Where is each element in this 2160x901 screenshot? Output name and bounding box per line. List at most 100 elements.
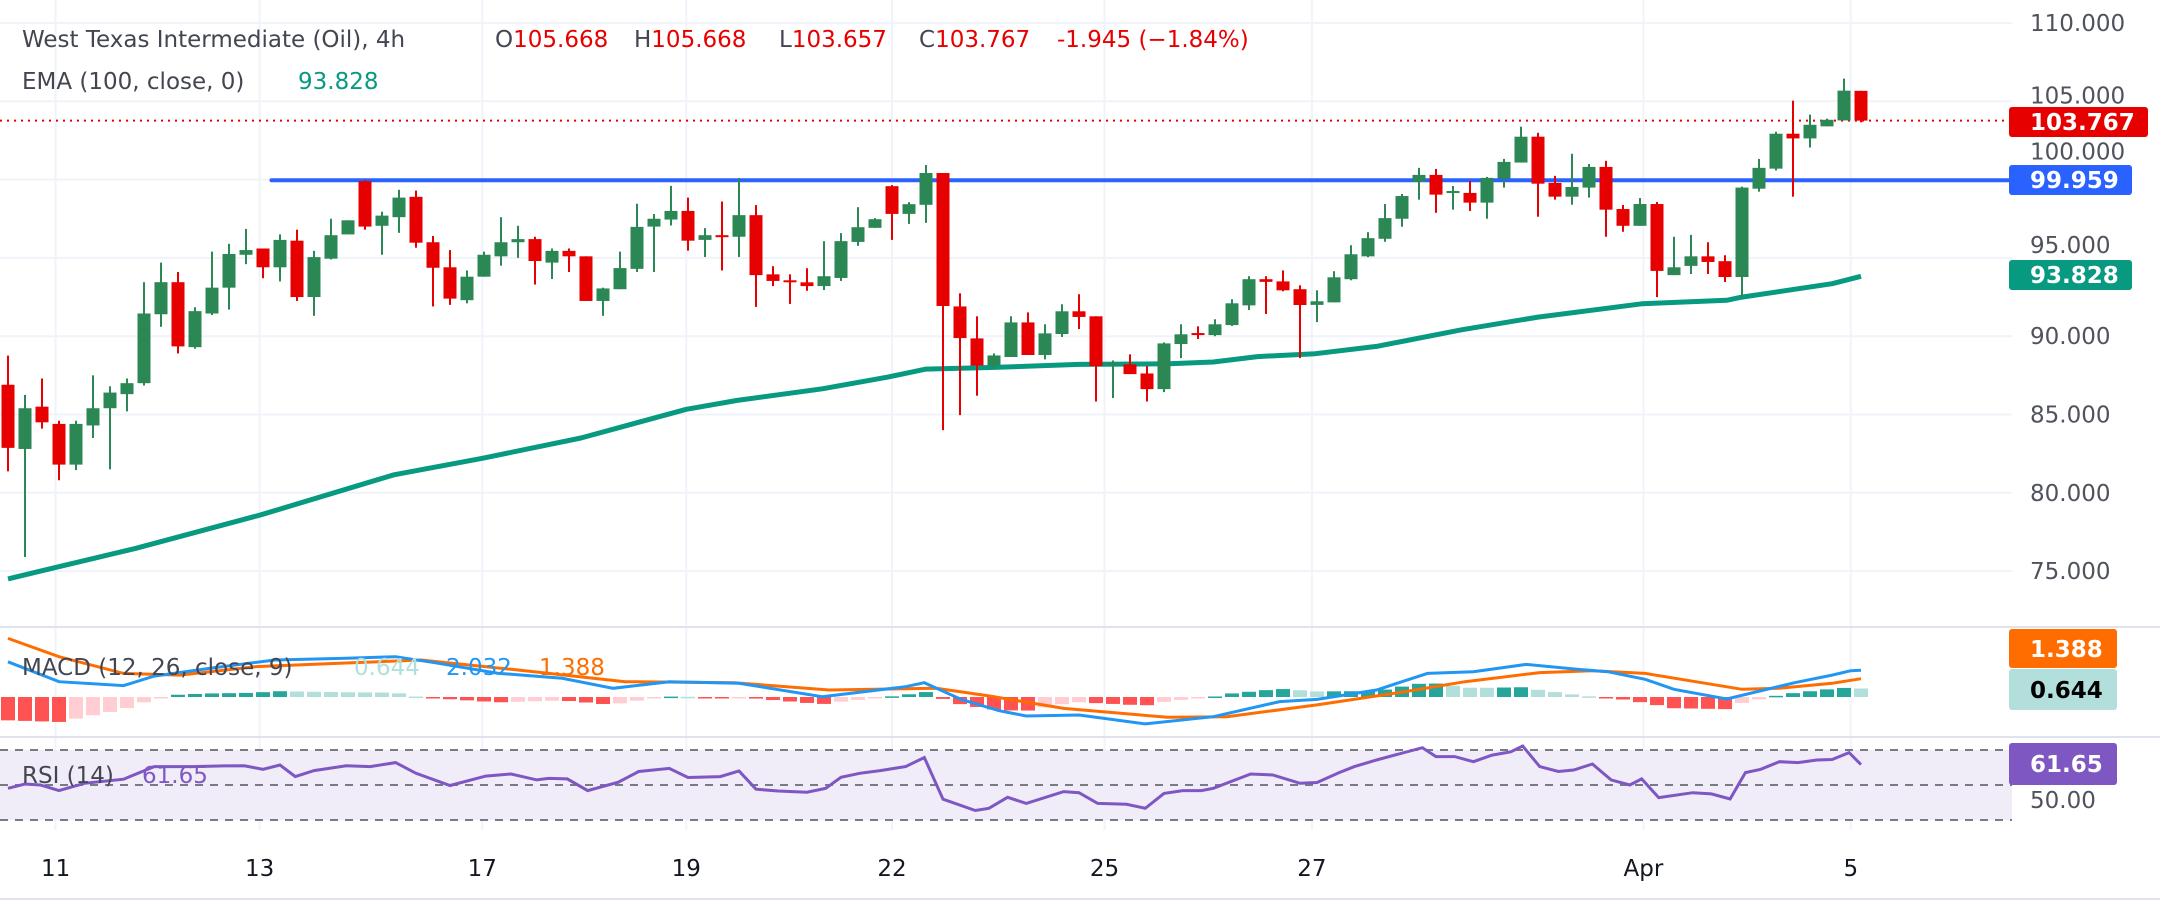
candle (1718, 255, 1732, 283)
candle-body (1854, 90, 1868, 121)
candle (1, 355, 15, 472)
histogram-bar (732, 697, 746, 699)
histogram-bar (885, 696, 899, 698)
candle (1038, 324, 1052, 360)
candle-body (1446, 191, 1460, 194)
candle-body (443, 267, 457, 299)
date-tick-label: 5 (1843, 856, 1858, 882)
candle-body (1004, 322, 1018, 358)
candle-body (630, 226, 644, 269)
candle (120, 378, 134, 412)
histogram-bar (477, 697, 491, 702)
candle-body (1463, 192, 1477, 203)
histogram-bar (766, 697, 780, 701)
candle (1820, 118, 1834, 127)
candle (596, 287, 610, 316)
open-label: O (495, 27, 513, 53)
candle (103, 386, 117, 470)
candle-body (205, 287, 219, 314)
candle-body (1072, 311, 1086, 317)
candle-body (1310, 301, 1324, 305)
candle (630, 203, 644, 272)
histogram-bar (613, 697, 627, 704)
candle-body (35, 406, 49, 423)
candle (1735, 186, 1749, 298)
candle-body (477, 254, 491, 277)
symbol-title: West Texas Intermediate (Oil), 4h (22, 27, 405, 53)
histogram-bar (1089, 697, 1103, 704)
candle (579, 256, 593, 301)
histogram-bar (324, 692, 338, 697)
candle-body (562, 250, 576, 257)
rsi-legend-label: RSI (14) (22, 763, 114, 789)
rsi-legend[interactable]: RSI (14) 61.65 (22, 763, 208, 789)
candle-body (919, 173, 933, 205)
price-tick-label: 100.000 (2030, 140, 2125, 166)
histogram-bar (1055, 697, 1069, 705)
histogram-bar (205, 693, 219, 697)
histogram-bar (1633, 697, 1647, 703)
ema-legend[interactable]: EMA (100, close, 0) 93.828 (22, 69, 378, 95)
candle-body (681, 210, 695, 241)
candle-body (307, 257, 321, 298)
histogram-bar (1480, 687, 1494, 697)
candles (1, 78, 1868, 558)
price-tick-label: 95.000 (2030, 233, 2110, 259)
histogram-bar (647, 697, 661, 699)
histogram-bar (1616, 697, 1630, 700)
date-tick-label: 25 (1090, 856, 1119, 882)
candle-body (1106, 363, 1120, 366)
candle (1310, 290, 1324, 323)
candle-body (239, 250, 253, 255)
histogram-bar (273, 691, 287, 697)
candle-body (1769, 133, 1783, 169)
candle-body (1378, 218, 1392, 239)
histogram-bar (562, 697, 576, 702)
date-tick-label: 22 (877, 856, 906, 882)
date-axis[interactable]: 11 13 17 19 22 25 27 Apr 5 (41, 856, 1858, 882)
histogram-bar (1276, 689, 1290, 697)
candle-body (1480, 177, 1494, 203)
symbol-legend[interactable]: West Texas Intermediate (Oil), 4h O105.6… (22, 27, 1249, 53)
candle (1650, 201, 1664, 298)
candle-body (1021, 322, 1035, 355)
ema-price-tag: 93.828 (2009, 260, 2132, 290)
candle-body (1412, 174, 1426, 182)
histogram-bar (460, 697, 474, 701)
candle (1633, 198, 1647, 226)
candle (188, 307, 202, 349)
candle-body (1667, 267, 1681, 276)
candle (256, 248, 270, 279)
histogram-bar (18, 697, 32, 721)
candle (69, 420, 83, 471)
histogram-bar (1650, 697, 1664, 706)
candle (477, 251, 491, 277)
macd-line (7, 655, 1862, 726)
candle-body (120, 383, 134, 395)
candle-body (1208, 324, 1222, 336)
low-label: L (779, 27, 792, 53)
candle (154, 262, 168, 327)
histogram-bar (902, 694, 916, 697)
candle (1208, 319, 1222, 337)
candle-body (987, 355, 1001, 366)
candle-body (1684, 256, 1698, 266)
candle-body (1395, 196, 1409, 219)
candle (1361, 232, 1375, 258)
candle-body (1361, 238, 1375, 257)
candle (1463, 181, 1477, 211)
price-axis[interactable]: 110.000 105.000 100.000 95.000 90.000 85.000 8… (2030, 11, 2125, 585)
candle-body (664, 210, 678, 220)
candle-body (511, 239, 525, 243)
macd-legend[interactable]: MACD (12, 26, close, 9) 0.644 2.032 1.38… (22, 655, 605, 681)
rsi-mid-axis-label: 50.00 (2030, 788, 2096, 814)
histogram-bar (817, 697, 831, 704)
candle-body (392, 197, 406, 218)
candle (426, 235, 440, 307)
candle (239, 228, 253, 265)
candle-body (1497, 161, 1511, 179)
histogram-bar (1565, 694, 1579, 697)
candle-body (885, 186, 899, 214)
candle (1276, 270, 1290, 292)
